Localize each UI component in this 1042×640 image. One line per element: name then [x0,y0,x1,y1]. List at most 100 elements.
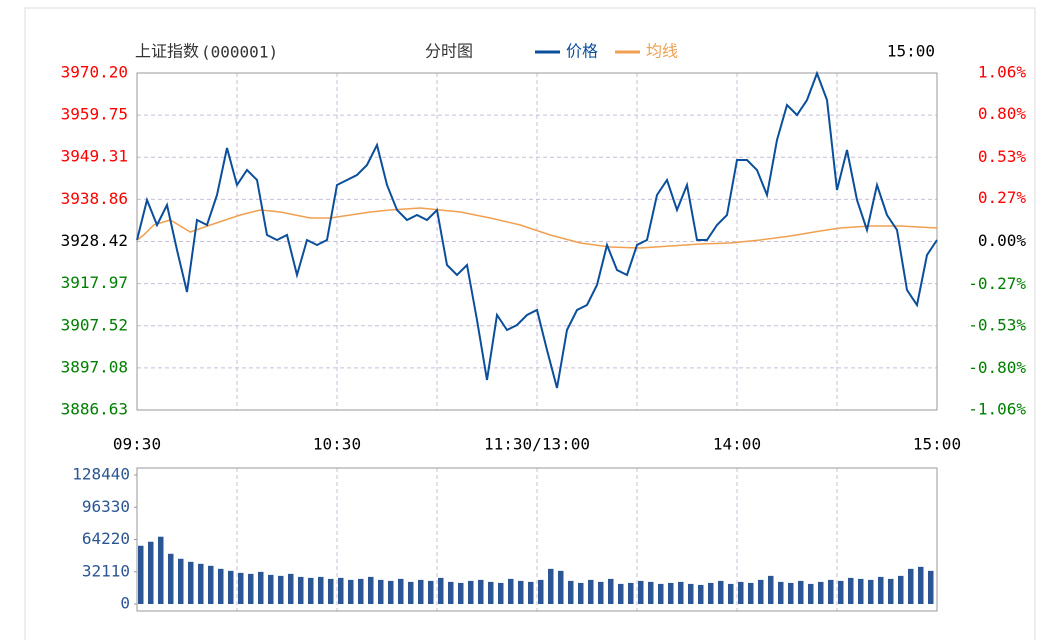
y-tick-label: 96330 [82,497,130,516]
volume-bar [288,573,294,604]
volume-bar [588,579,594,604]
chart-label: 分时图 [425,42,473,61]
volume-bar [208,565,214,604]
plot-border [136,467,938,612]
volume-bar [248,573,254,604]
volume-bar [428,580,434,604]
volume-bar [908,568,914,604]
y2-tick-label: -0.27% [968,274,1026,293]
volume-bar [608,578,614,604]
x-tick-label: 10:30 [313,435,361,454]
volume-bar [358,578,364,604]
volume-bar [418,579,424,604]
price-line [136,207,938,249]
volume-bar [718,580,724,604]
volume-bar [188,561,194,604]
volume-bar [438,577,444,604]
y-tick-label: 3897.08 [61,357,128,376]
volume-bar [818,581,824,604]
y-tick-label: 128440 [72,465,130,484]
volume-bar [318,576,324,604]
volume-bar [148,541,154,604]
volume-bar [888,578,894,604]
y-tick-label: 3970.20 [61,63,128,82]
volume-bar [768,575,774,604]
volume-bar [348,579,354,604]
volume-bar [898,575,904,604]
volume-bar [778,581,784,604]
volume-bar [688,583,694,604]
volume-bar [528,581,534,604]
volume-bar [228,570,234,604]
volume-bar [338,577,344,604]
x-tick-label: 09:30 [113,435,161,454]
y2-tick-label: 0.80% [978,104,1027,123]
y2-tick-label: 1.06% [978,63,1027,82]
y2-tick-label: 0.27% [978,188,1027,207]
y-tick-label: 3917.97 [61,273,128,292]
volume-bar [218,568,224,604]
volume-bar [698,584,704,604]
volume-bar [298,576,304,604]
volume-bar [618,583,624,604]
legend-label: 价格 [566,42,598,61]
y-tick-label: 3907.52 [61,315,128,334]
volume-bar [628,582,634,604]
volume-bar [868,579,874,604]
volume-bar [668,582,674,604]
volume-bar [498,582,504,604]
volume-bar [558,570,564,604]
volume-bar [808,583,814,604]
y2-tick-label: -0.80% [968,358,1026,377]
volume-bar [448,581,454,604]
y-tick-label: 64220 [82,529,130,548]
frame [24,7,1036,640]
volume-bar [458,582,464,604]
volume-bar [758,579,764,604]
volume-bar [538,579,544,604]
y-tick-label: 3938.86 [61,189,128,208]
price-line [136,70,938,389]
volume-bar [658,583,664,604]
x-tick-label: 15:00 [913,435,961,454]
volume-bar [798,580,804,604]
volume-bar [278,575,284,604]
volume-bar [598,581,604,604]
volume-bar [788,582,794,604]
y2-tick-label: 0.53% [978,147,1027,166]
volume-bar [508,578,514,604]
time-label: 15:00 [887,42,935,61]
volume-bar [238,572,244,604]
volume-bar [848,577,854,604]
volume-bar [518,580,524,604]
volume-bar [858,578,864,604]
volume-bar [878,576,884,604]
y2-tick-label: -1.06% [968,400,1026,419]
volume-bar [488,581,494,604]
y2-tick-label: -0.53% [968,315,1026,334]
y-tick-label: 3959.75 [61,105,128,124]
volume-bar [648,581,654,604]
x-tick-label: 14:00 [713,435,761,454]
volume-bar [578,582,584,604]
y-tick-label: 32110 [82,561,130,580]
volume-bar [268,574,274,604]
volume-bar [368,576,374,604]
volume-bar [308,577,314,604]
y-tick-label: 3949.31 [61,147,128,166]
volume-bar [378,579,384,604]
volume-bar [478,579,484,604]
volume-bar [738,581,744,604]
volume-bar [928,570,934,604]
volume-bar [138,545,144,604]
volume-bar [178,558,184,604]
volume-bar [728,583,734,604]
chart-subtitle: (000001) [201,43,278,62]
y-tick-label: 0 [120,594,130,613]
y-tick-label: 3886.63 [61,400,128,419]
volume-bar [548,568,554,604]
volume-bar [838,580,844,604]
x-tick-label: 11:30/13:00 [484,435,590,454]
